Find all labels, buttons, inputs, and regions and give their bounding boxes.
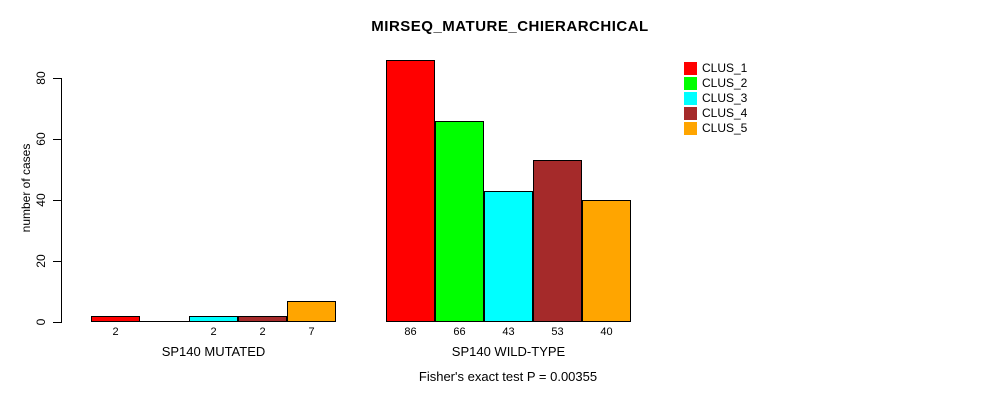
stat-test-caption: Fisher's exact test P = 0.00355	[418, 369, 598, 384]
legend-label: CLUS_2	[702, 76, 748, 90]
chart-title: MIRSEQ_MATURE_CHIERARCHICAL	[371, 18, 649, 35]
legend-swatch-clus_1	[684, 62, 697, 75]
bar-clus_5-mutated	[287, 301, 336, 322]
bar-clus_1-mutated	[91, 316, 140, 322]
legend-label: CLUS_5	[702, 121, 748, 135]
bar-value-label: 2	[112, 326, 119, 338]
bar-clus_4-wildtype	[533, 160, 582, 322]
bar-clus_2-wildtype	[435, 121, 484, 322]
bar-clus_5-wildtype	[582, 200, 631, 322]
legend-swatch-clus_4	[684, 107, 697, 120]
bar-clus_3-mutated	[189, 316, 238, 322]
bar-clus_1-wildtype	[386, 60, 435, 322]
y-axis-line	[61, 78, 62, 323]
y-axis-tick	[53, 78, 61, 79]
bar-clus_3-wildtype	[484, 191, 533, 322]
y-axis-tick-label: 60	[34, 132, 48, 146]
y-axis-tick-label: 20	[34, 254, 48, 268]
legend-label: CLUS_4	[702, 106, 748, 120]
bar-value-label: 43	[502, 326, 515, 338]
bar-value-label: 86	[404, 326, 417, 338]
y-axis-tick	[53, 200, 61, 201]
y-axis-tick-label: 80	[34, 71, 48, 85]
bar-value-label: 53	[551, 326, 564, 338]
legend-swatch-clus_3	[684, 92, 697, 105]
legend-swatch-clus_5	[684, 122, 697, 135]
y-axis-tick-label: 0	[34, 318, 48, 326]
bar-value-label: 2	[210, 326, 217, 338]
y-axis-tick	[53, 322, 61, 323]
bar-clus_2-mutated	[140, 321, 189, 322]
y-axis-tick	[53, 139, 61, 140]
y-axis-title: number of cases	[19, 143, 33, 233]
y-axis-tick	[53, 261, 61, 262]
bar-value-label: 40	[600, 326, 613, 338]
legend-swatch-clus_2	[684, 77, 697, 90]
y-axis-tick-label: 40	[34, 193, 48, 207]
bar-clus_4-mutated	[238, 316, 287, 322]
legend-label: CLUS_1	[702, 61, 748, 75]
legend-label: CLUS_3	[702, 91, 748, 105]
bar-value-label: 2	[259, 326, 266, 338]
x-group-label: SP140 WILD-TYPE	[451, 344, 566, 359]
x-group-label: SP140 MUTATED	[161, 344, 266, 359]
bar-value-label: 66	[453, 326, 466, 338]
bar-value-label: 7	[308, 326, 315, 338]
